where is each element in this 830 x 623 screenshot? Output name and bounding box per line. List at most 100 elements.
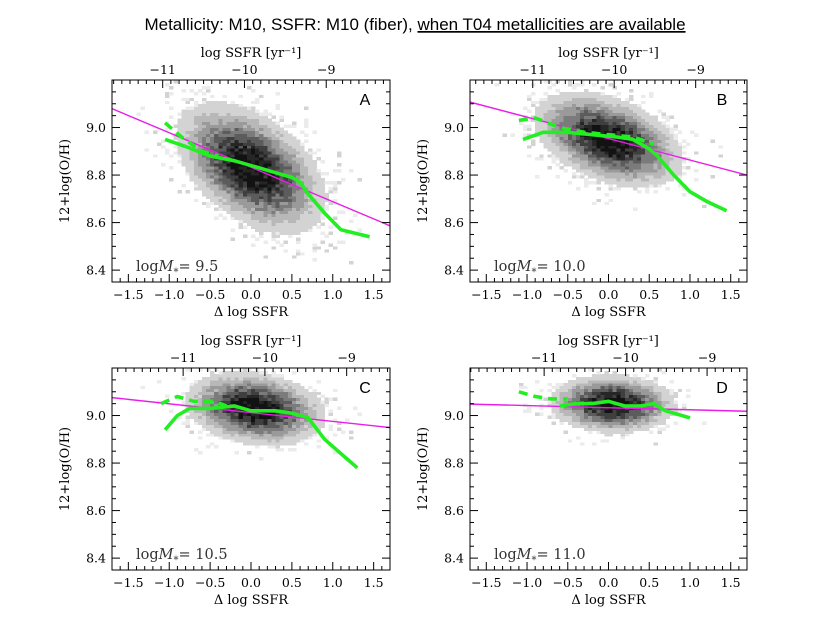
x-tick-label: 0.5 (639, 575, 659, 590)
median-line-dashed (518, 116, 654, 146)
mass-label-value: = 9.5 (179, 259, 219, 275)
density-map (518, 368, 707, 446)
panels: −1.5 −1.0 −0.5 0.0 0.5 1.0 1.5 −11 −10 −9 8.4 8.6 8.… (58, 46, 748, 608)
top-axis-label: log SSFR [yr⁻¹] (558, 46, 659, 61)
x-tick-label: −0.5 (195, 287, 225, 302)
top-axis-label: log SSFR [yr⁻¹] (201, 334, 302, 349)
x-axis-label: Δ log SSFR (214, 593, 290, 608)
y-tick-label: 8.4 (86, 551, 106, 566)
mass-label-symbol: M (516, 259, 533, 275)
top-tick-label: −9 (698, 350, 716, 365)
y-axis-label: 12+log(O/H) (416, 139, 431, 223)
mass-label-symbol: M (158, 259, 175, 275)
x-tick-label: 1.0 (680, 287, 700, 302)
y-tick-label: 8.8 (86, 168, 106, 183)
x-tick-label: 0.5 (282, 575, 302, 590)
x-tick-label: 1.0 (680, 575, 700, 590)
mass-label: logM*= 11.0 (494, 547, 586, 566)
y-tick-label: 8.6 (86, 503, 106, 518)
mass-label-sub: * (174, 267, 179, 278)
mass-label-symbol: M (516, 547, 533, 563)
x-tick-label: 1.5 (364, 575, 384, 590)
y-tick-label: 8.4 (86, 263, 106, 278)
y-tick-label: 8.8 (86, 456, 106, 471)
y-axis-label: 12+log(O/H) (58, 427, 73, 511)
x-tick-label: −1.0 (154, 287, 184, 302)
x-tick-label: −0.5 (553, 287, 583, 302)
y-tick-label: 9.0 (444, 408, 464, 423)
mass-label-sub: * (532, 267, 537, 278)
x-axis-label: Δ log SSFR (571, 305, 647, 320)
panel-label: D (716, 380, 728, 397)
density-map (136, 80, 362, 265)
top-tick-label: −9 (337, 350, 355, 365)
x-axis-label: Δ log SSFR (214, 305, 290, 320)
y-tick-label: 8.6 (444, 503, 464, 518)
y-tick-label: 8.4 (444, 263, 464, 278)
top-tick-label: −11 (170, 350, 196, 365)
panel-d: −1.5 −1.0 −0.5 0.0 0.5 1.0 1.5 −11 −10 −9 8.4 8.6 8.… (416, 334, 748, 608)
y-tick-label: 8.6 (86, 215, 106, 230)
y-axis-label: 12+log(O/H) (58, 139, 73, 223)
top-tick-label: −11 (520, 62, 546, 77)
x-tick-label: −1.5 (471, 287, 501, 302)
x-tick-label: 0.0 (599, 287, 619, 302)
y-tick-label: 8.4 (444, 551, 464, 566)
panel-b: −1.5 −1.0 −0.5 0.0 0.5 1.0 1.5 −11 −10 −9 8.4 8.6 8.… (416, 46, 748, 320)
x-tick-label: −1.5 (471, 575, 501, 590)
panel-c: −1.5 −1.0 −0.5 0.0 0.5 1.0 1.5 −11 −10 −9 8.4 8.6 8.… (58, 334, 391, 608)
x-tick-label: 1.5 (721, 287, 741, 302)
mass-label: logM*= 10.5 (136, 547, 228, 566)
top-tick-label: −11 (531, 350, 557, 365)
panel-label: B (717, 92, 728, 109)
top-tick-label: −11 (149, 62, 175, 77)
x-tick-label: −1.5 (113, 287, 143, 302)
mass-label: logM*= 10.0 (494, 259, 586, 278)
x-tick-label: −1.5 (113, 575, 143, 590)
median-line-solid (522, 130, 728, 213)
median-line-dashed (160, 394, 228, 408)
mass-label-sub: * (174, 555, 179, 566)
fit-line (112, 396, 390, 429)
top-tick-label: −10 (252, 350, 278, 365)
x-tick-label: 1.0 (323, 287, 343, 302)
x-tick-label: 1.5 (364, 287, 384, 302)
mass-label-value: = 11.0 (537, 547, 586, 563)
top-tick-label: −9 (317, 62, 335, 77)
panel-label: A (360, 92, 371, 109)
x-tick-label: 0.5 (282, 287, 302, 302)
x-tick-label: 0.0 (241, 575, 261, 590)
median-line-solid (164, 137, 371, 239)
figure-title-underlined: when T04 metallicities are available (416, 15, 685, 34)
median-line-dashed (163, 121, 219, 158)
y-tick-label: 8.8 (444, 456, 464, 471)
x-tick-label: −1.0 (154, 575, 184, 590)
y-tick-label: 9.0 (444, 120, 464, 135)
mass-label-prefix: log (494, 259, 517, 275)
mass-label-prefix: log (136, 259, 159, 275)
x-tick-label: 0.0 (241, 287, 261, 302)
mass-label-symbol: M (158, 547, 175, 563)
y-axis-label: 12+log(O/H) (416, 427, 431, 511)
y-tick-label: 8.6 (444, 215, 464, 230)
median-line-dashed (518, 390, 568, 401)
mass-label-value: = 10.5 (179, 547, 228, 563)
top-tick-label: −10 (601, 62, 627, 77)
fit-line (470, 101, 747, 176)
x-tick-label: 1.0 (323, 575, 343, 590)
y-tick-label: 9.0 (86, 408, 106, 423)
x-tick-label: −1.0 (512, 287, 542, 302)
figure-title: Metallicity: M10, SSFR: M10 (fiber), whe… (144, 15, 685, 34)
mass-label-sub: * (532, 555, 537, 566)
top-tick-label: −10 (612, 350, 638, 365)
y-tick-label: 8.8 (444, 168, 464, 183)
figure-title-main: Metallicity: M10, SSFR: M10 (fiber), (144, 15, 417, 34)
top-axis-label: log SSFR [yr⁻¹] (201, 46, 302, 61)
y-tick-label: 9.0 (86, 120, 106, 135)
top-tick-label: −9 (686, 62, 704, 77)
panel-a: −1.5 −1.0 −0.5 0.0 0.5 1.0 1.5 −11 −10 −9 8.4 8.6 8.… (58, 46, 391, 320)
x-axis-label: Δ log SSFR (571, 593, 647, 608)
panel-label: C (359, 380, 371, 397)
x-tick-label: −0.5 (553, 575, 583, 590)
